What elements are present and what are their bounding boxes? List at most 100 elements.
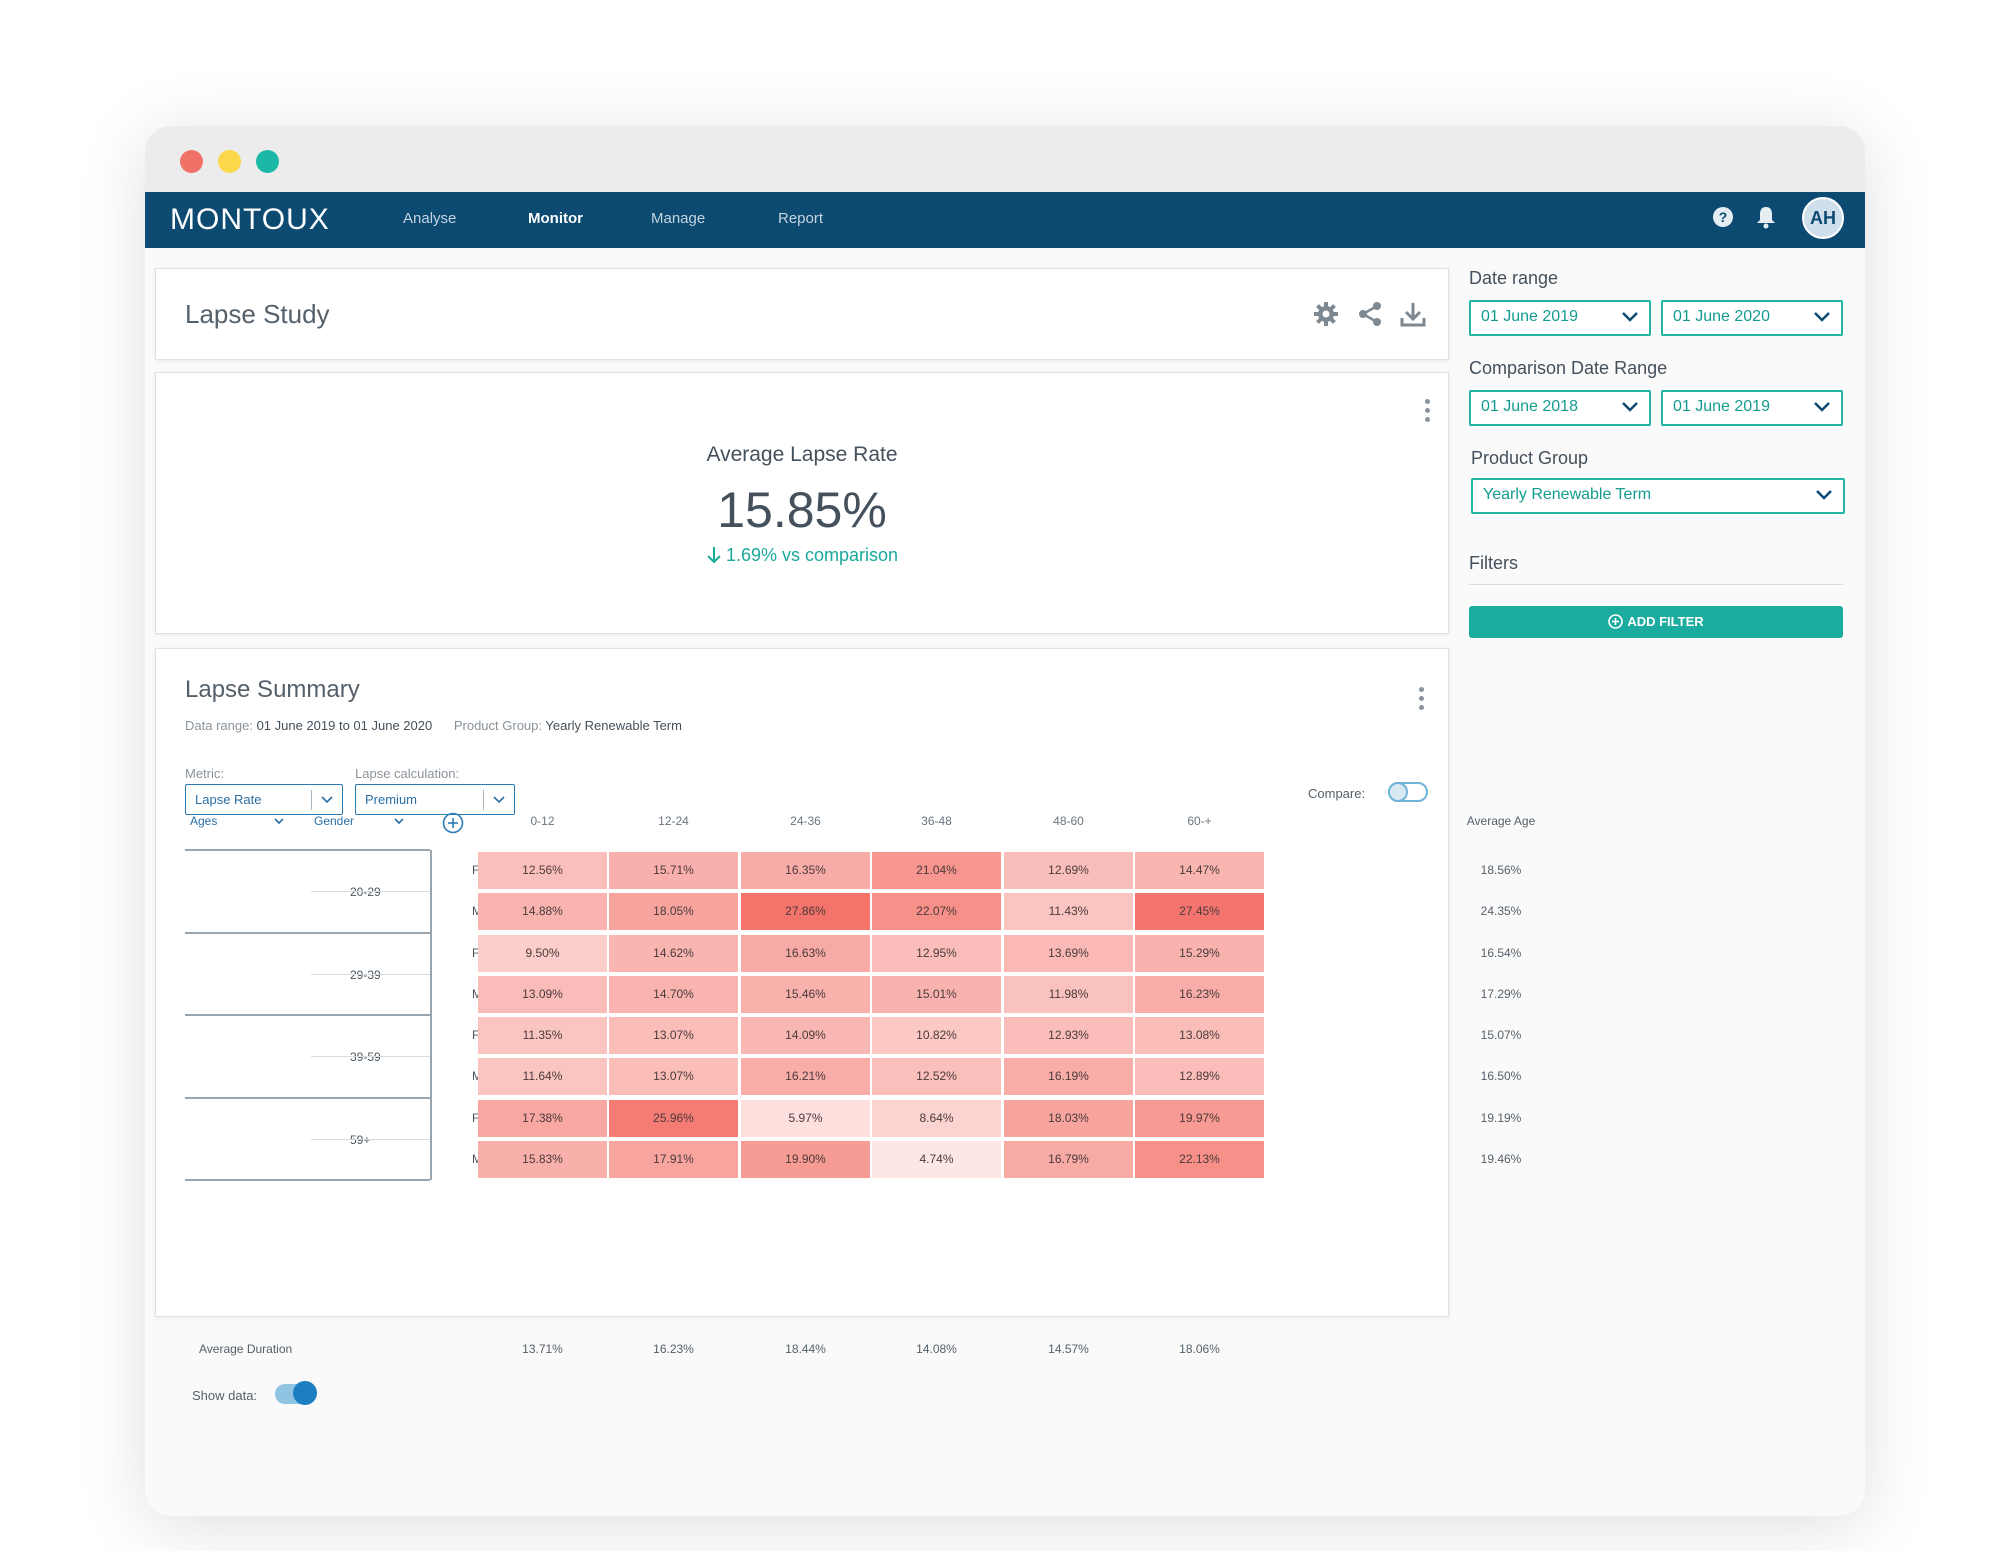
average-age-value: 16.54%: [1480, 945, 1522, 960]
heatmap-cell: 18.03%: [1004, 1100, 1133, 1137]
svg-text:?: ?: [1719, 209, 1728, 225]
top-nav-bar: MONTOUX Analyse Monitor Manage Report ? …: [145, 192, 1865, 248]
calc-value: Premium: [365, 792, 418, 807]
avg-duration-36-48: 14.08%: [916, 1342, 957, 1356]
heatmap-cell: 16.79%: [1004, 1141, 1133, 1178]
nav-item-manage[interactable]: Manage: [651, 210, 706, 227]
kpi-menu-icon[interactable]: [1425, 399, 1431, 426]
show-data-toggle[interactable]: [275, 1381, 317, 1405]
minimize-window-dot[interactable]: [218, 150, 241, 173]
heatmap-cell: 16.19%: [1004, 1058, 1133, 1095]
avg-duration-12-24: 16.23%: [653, 1342, 694, 1356]
heatmap-cell: 8.64%: [872, 1100, 1001, 1137]
nav-item-report[interactable]: Report: [778, 210, 824, 227]
compare-toggle[interactable]: [1388, 782, 1428, 802]
col-header-24-36: 24-36: [790, 814, 821, 828]
col-header-0-12: 0-12: [530, 814, 555, 828]
nav-item-monitor[interactable]: Monitor: [528, 210, 583, 227]
calc-select[interactable]: Premium: [355, 784, 515, 815]
heatmap-cell: 15.01%: [872, 976, 1001, 1013]
heatmap-cell: 14.09%: [741, 1017, 870, 1054]
kpi-value: 15.85%: [717, 482, 887, 538]
heatmap-cell: 14.88%: [478, 893, 607, 930]
user-avatar[interactable]: AH: [1802, 197, 1844, 239]
close-window-dot[interactable]: [180, 150, 203, 173]
heatmap-cell: 13.69%: [1004, 935, 1133, 972]
age-group-divider: [185, 932, 430, 934]
kpi-title: Average Lapse Rate: [706, 443, 898, 466]
average-age-header: Average Age: [1466, 814, 1536, 828]
help-icon[interactable]: ?: [1712, 206, 1734, 228]
metric-label: Metric:: [185, 766, 224, 781]
kpi-change-text: 1.69% vs comparison: [725, 545, 899, 565]
comp-from-select[interactable]: 01 June 2018: [1469, 390, 1651, 426]
avg-duration-0-12: 13.71%: [522, 1342, 563, 1356]
chevron-down-icon: [1622, 312, 1638, 322]
heatmap-cell: 14.70%: [609, 976, 738, 1013]
add-filter-button[interactable]: ADD FILTER: [1469, 606, 1843, 638]
heatmap-cell: 13.07%: [609, 1017, 738, 1054]
heatmap-cell: 17.38%: [478, 1100, 607, 1137]
comp-to-value: 01 June 2019: [1673, 398, 1770, 415]
add-filter-label: ADD FILTER: [1627, 614, 1704, 629]
heatmap-cell: 14.47%: [1135, 852, 1264, 889]
page-title: Lapse Study: [185, 299, 330, 329]
summary-meta: Data range: 01 June 2019 to 01 June 2020…: [185, 718, 682, 733]
metric-select[interactable]: Lapse Rate: [185, 784, 343, 815]
nav-item-analyse[interactable]: Analyse: [403, 210, 457, 227]
col-header-60-plus: 60-+: [1187, 814, 1212, 828]
gender-header-label: Gender: [314, 814, 355, 828]
heatmap-cell: 15.29%: [1135, 935, 1264, 972]
heatmap-cell: 12.89%: [1135, 1058, 1264, 1095]
gender-row-divider: [311, 891, 430, 892]
ages-header-label: Ages: [190, 814, 218, 828]
heatmap-cell: 27.45%: [1135, 893, 1264, 930]
comp-to-select[interactable]: 01 June 2019: [1661, 390, 1843, 426]
heatmap-cell: 5.97%: [741, 1100, 870, 1137]
ages-column-header[interactable]: Ages: [190, 814, 285, 828]
chevron-down-icon: [1814, 312, 1830, 322]
maximize-window-dot[interactable]: [256, 150, 279, 173]
study-header-card: Lapse Study: [155, 268, 1449, 360]
heatmap-cell: 19.90%: [741, 1141, 870, 1178]
date-from-select[interactable]: 01 June 2019: [1469, 300, 1651, 336]
chevron-down-icon: [274, 818, 284, 825]
gear-icon[interactable]: [1313, 301, 1339, 327]
app-window: MONTOUX Analyse Monitor Manage Report ? …: [145, 126, 1865, 1516]
heatmap-cell: 15.71%: [609, 852, 738, 889]
table-column-divider: [430, 850, 432, 1180]
bell-icon[interactable]: [1755, 205, 1777, 229]
date-to-select[interactable]: 01 June 2020: [1661, 300, 1843, 336]
summary-menu-icon[interactable]: [1419, 687, 1425, 714]
download-icon[interactable]: [1399, 300, 1427, 328]
chevron-down-icon: [1816, 490, 1832, 500]
average-age-value: 24.35%: [1480, 904, 1522, 919]
kpi-change: 1.69% vs comparison: [156, 545, 1448, 566]
gender-row-divider: [311, 1139, 430, 1140]
add-dimension-icon[interactable]: [442, 812, 464, 834]
heatmap-cell: 16.63%: [741, 935, 870, 972]
heatmap-cell: 11.43%: [1004, 893, 1133, 930]
heatmap-cell: 15.46%: [741, 976, 870, 1013]
avg-duration-48-60: 14.57%: [1048, 1342, 1089, 1356]
heatmap-cell: 10.82%: [872, 1017, 1001, 1054]
gender-row-divider: [311, 1056, 430, 1057]
heatmap-cell: 13.07%: [609, 1058, 738, 1095]
average-age-value: 19.46%: [1480, 1151, 1522, 1166]
avg-duration-24-36: 18.44%: [785, 1342, 826, 1356]
col-header-48-60: 48-60: [1053, 814, 1084, 828]
heatmap-cell: 11.64%: [478, 1058, 607, 1095]
heatmap-cell: 11.98%: [1004, 976, 1133, 1013]
gender-row-divider: [311, 974, 430, 975]
comp-from-value: 01 June 2018: [1481, 398, 1578, 415]
gender-column-header[interactable]: Gender: [314, 814, 405, 828]
product-group-select[interactable]: Yearly Renewable Term: [1471, 478, 1845, 514]
heatmap-cell: 22.07%: [872, 893, 1001, 930]
montoux-logo[interactable]: MONTOUX: [170, 203, 330, 236]
heatmap-cell: 19.97%: [1135, 1100, 1264, 1137]
age-group-divider: [185, 1179, 430, 1181]
data-range-value: 01 June 2019 to 01 June 2020: [256, 718, 433, 733]
calc-label: Lapse calculation:: [355, 766, 460, 781]
product-group-value: Yearly Renewable Term: [1483, 486, 1652, 503]
share-icon[interactable]: [1356, 300, 1384, 328]
